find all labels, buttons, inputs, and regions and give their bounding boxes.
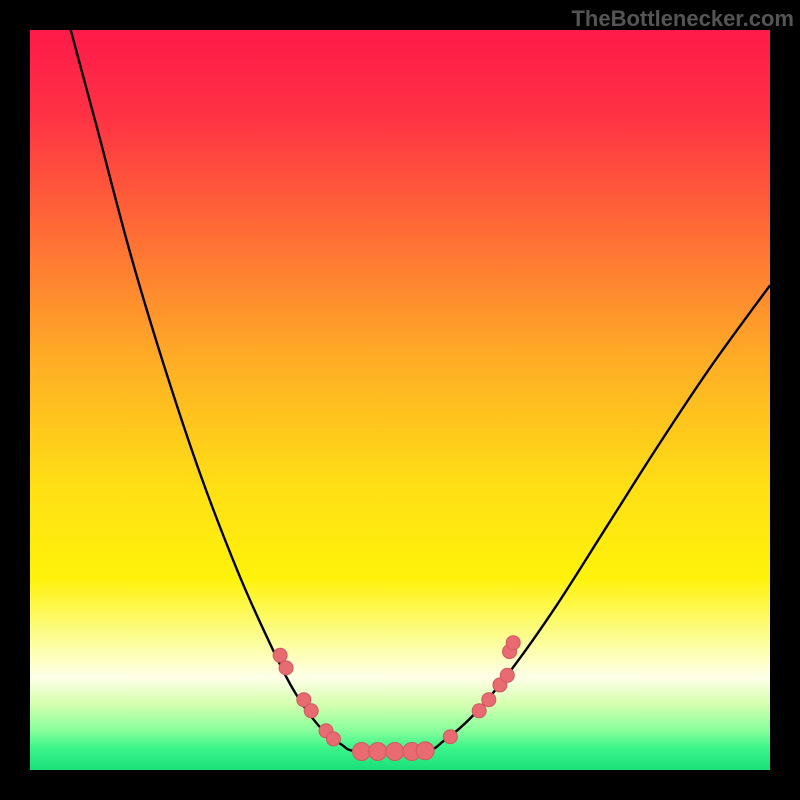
- plot-area: [30, 30, 770, 770]
- data-marker: [416, 742, 434, 760]
- watermark-text: TheBottlenecker.com: [571, 6, 794, 32]
- data-marker: [386, 743, 404, 761]
- data-marker: [353, 743, 371, 761]
- data-marker: [326, 732, 340, 746]
- data-marker: [273, 648, 287, 662]
- plot-svg: [30, 30, 770, 770]
- chart-frame: TheBottlenecker.com: [0, 0, 800, 800]
- data-marker: [279, 661, 293, 675]
- data-marker: [443, 730, 457, 744]
- data-marker: [506, 636, 520, 650]
- data-marker: [500, 668, 514, 682]
- data-marker: [369, 743, 387, 761]
- gradient-background: [30, 30, 770, 770]
- data-marker: [472, 704, 486, 718]
- data-marker: [482, 693, 496, 707]
- data-marker: [304, 704, 318, 718]
- markers-bottom: [353, 742, 435, 761]
